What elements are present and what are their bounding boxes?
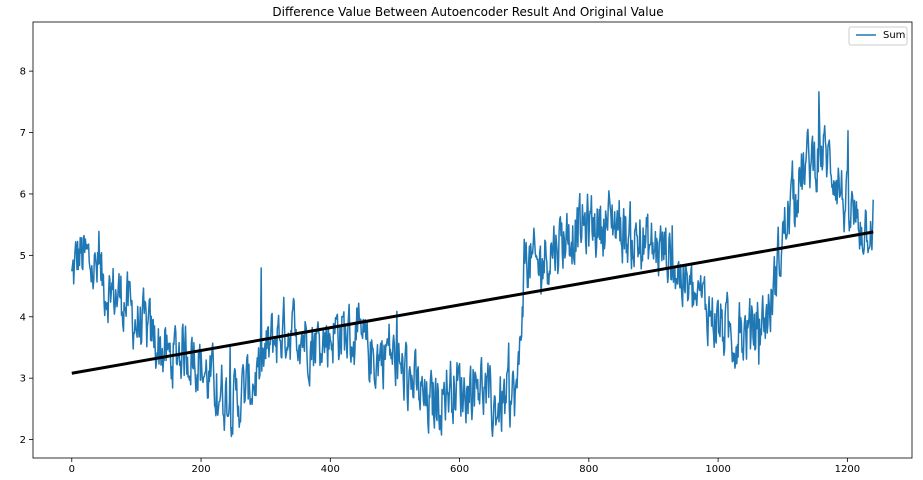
series-sum-line: [71, 91, 874, 438]
x-tick-label: 600: [450, 464, 469, 475]
x-tick-label: 1200: [835, 464, 860, 475]
y-tick-label: 3: [20, 374, 26, 385]
x-tick-label: 800: [579, 464, 598, 475]
y-tick-label: 7: [20, 128, 26, 139]
x-axis: 0 200 400 600 800 1000 1200: [69, 458, 860, 475]
x-tick-label: 400: [321, 464, 340, 475]
trend-line: [71, 230, 874, 375]
y-tick-label: 8: [20, 67, 26, 78]
plot-frame: [32, 21, 913, 459]
plot-area: [32, 21, 913, 459]
chart-title: Difference Value Between Autoencoder Res…: [272, 5, 663, 19]
y-axis: 2 3 4 5 6 7 8: [20, 67, 33, 446]
x-tick-label: 1000: [705, 464, 730, 475]
x-tick-label: 200: [191, 464, 210, 475]
y-tick-label: 6: [20, 189, 26, 200]
legend-frame: [848, 26, 908, 46]
y-tick-label: 5: [20, 251, 26, 262]
legend-label-sum: Sum: [883, 30, 905, 41]
legend: Sum: [848, 26, 908, 46]
x-tick-label: 0: [69, 464, 75, 475]
y-tick-label: 2: [20, 435, 26, 446]
y-tick-label: 4: [20, 312, 26, 323]
